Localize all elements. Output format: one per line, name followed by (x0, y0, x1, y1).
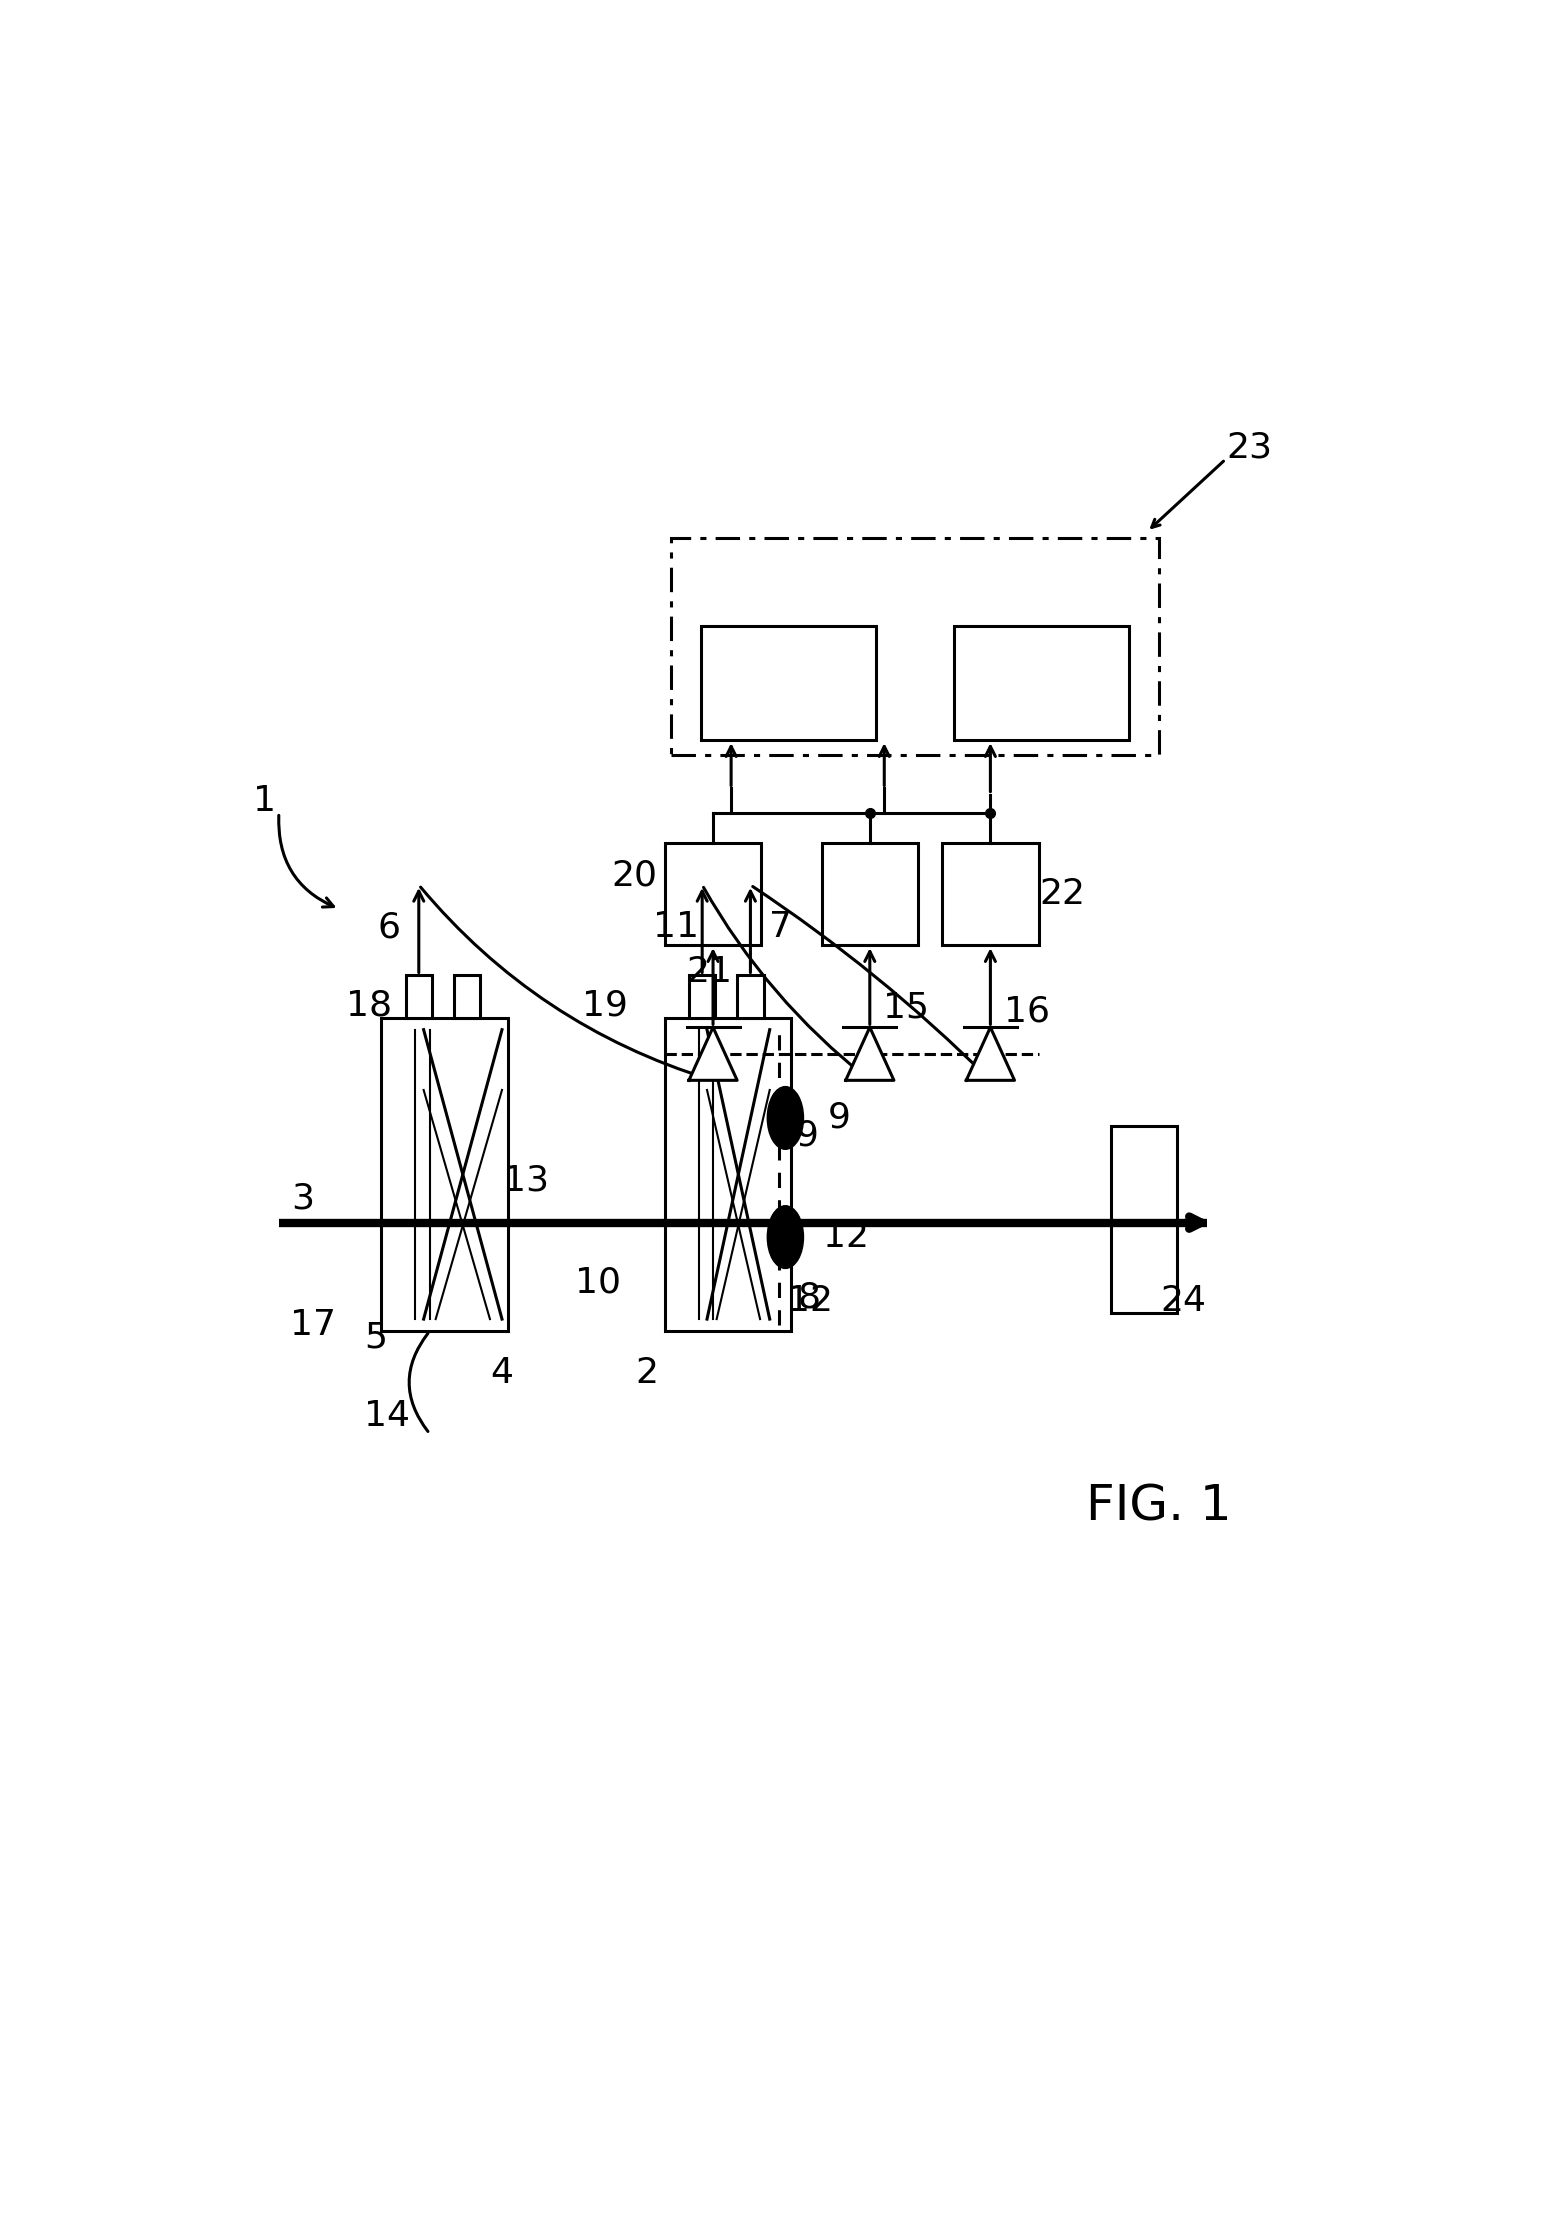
Bar (664, 1017, 792, 1331)
Polygon shape (689, 1028, 738, 1079)
Bar (454, 975, 481, 1017)
Text: 23: 23 (1226, 430, 1273, 464)
Polygon shape (966, 1028, 1015, 1079)
Bar (954, 627, 1130, 740)
Ellipse shape (767, 1086, 803, 1148)
Bar (822, 843, 918, 946)
Text: 5: 5 (364, 1320, 387, 1354)
Bar (700, 627, 876, 740)
Text: 9: 9 (795, 1119, 818, 1153)
Text: 2: 2 (635, 1356, 658, 1389)
Text: 3: 3 (291, 1182, 314, 1215)
Text: 4: 4 (490, 1356, 513, 1389)
Text: 22: 22 (1039, 876, 1086, 912)
Text: FIG. 1: FIG. 1 (1086, 1483, 1232, 1530)
Text: 16: 16 (1004, 995, 1050, 1028)
Bar (406, 975, 433, 1017)
Bar (738, 975, 764, 1017)
Text: 21: 21 (686, 954, 733, 988)
Text: 12: 12 (823, 1220, 868, 1253)
Bar (1111, 1126, 1178, 1313)
Text: 13: 13 (503, 1164, 549, 1198)
Text: 14: 14 (364, 1398, 411, 1432)
Text: 19: 19 (582, 988, 627, 1024)
Text: 9: 9 (828, 1102, 851, 1135)
Bar (689, 975, 716, 1017)
Bar (671, 537, 1159, 754)
Text: 11: 11 (652, 910, 699, 943)
Text: 10: 10 (576, 1267, 621, 1300)
Bar (664, 843, 761, 946)
Text: 18: 18 (347, 988, 392, 1024)
Bar (381, 1017, 507, 1331)
Text: 6: 6 (377, 910, 400, 943)
Text: 17: 17 (289, 1309, 336, 1342)
Ellipse shape (767, 1206, 803, 1269)
Text: 24: 24 (1161, 1284, 1206, 1318)
Text: 15: 15 (882, 990, 929, 1026)
Text: 8: 8 (798, 1280, 822, 1313)
Polygon shape (846, 1028, 893, 1079)
Bar (941, 843, 1038, 946)
Text: 20: 20 (612, 859, 658, 892)
Text: 12: 12 (786, 1284, 832, 1318)
Text: 1: 1 (254, 783, 275, 818)
Text: 7: 7 (769, 910, 792, 943)
